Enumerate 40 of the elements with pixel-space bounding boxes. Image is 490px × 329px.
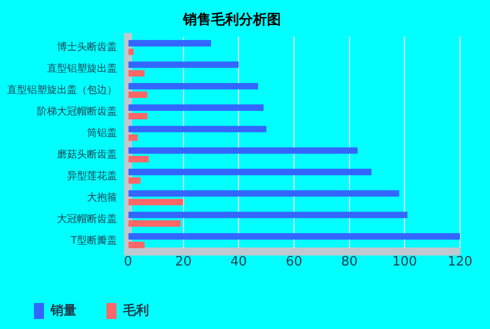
bar	[128, 156, 149, 162]
bar	[128, 168, 372, 176]
y-tick-label: 磨菇头断齿盖	[57, 148, 117, 160]
y-tick-label: T型断瓣盖	[70, 234, 117, 246]
x-tick-label: 60	[286, 254, 302, 270]
y-tick-label: 大抱箍	[87, 191, 117, 204]
bar	[128, 233, 460, 240]
bar	[128, 126, 266, 132]
bar	[128, 92, 148, 98]
bar	[128, 190, 400, 197]
bar	[128, 212, 408, 218]
x-tick-label: 20	[175, 254, 192, 270]
y-tick-label: 阶梯大冠帽断齿盖	[37, 106, 117, 118]
bar	[128, 220, 181, 227]
y-tick-label: 直型铝塑旋出盖（包边）	[7, 84, 117, 96]
bar	[128, 82, 258, 90]
x-tick-label: 100	[392, 254, 418, 270]
bar	[128, 134, 138, 141]
bar	[128, 104, 264, 111]
bar	[128, 198, 184, 206]
y-tick-label: 大冠帽断齿盖	[57, 212, 117, 225]
x-tick-label: 120	[448, 254, 472, 270]
x-tick-label: 40	[230, 254, 247, 270]
bar	[128, 112, 148, 120]
x-tick-label: 0	[124, 254, 132, 270]
bar	[128, 242, 145, 248]
bar	[128, 147, 358, 154]
y-tick-label: 筒铝盖	[87, 126, 117, 139]
bar	[128, 61, 239, 68]
legend-label: 销量	[50, 303, 76, 318]
x-tick-label: 80	[341, 254, 358, 270]
bar	[128, 40, 211, 46]
legend-label: 毛利	[122, 302, 149, 318]
y-tick-label: 异型莲花盖	[67, 170, 117, 182]
bar	[128, 48, 134, 56]
y-tick-label: 博士头断齿盖	[57, 41, 117, 54]
chart-title: 销售毛利分析图	[182, 11, 281, 28]
bar	[128, 70, 145, 76]
bar	[128, 177, 140, 184]
y-tick-label: 直型铝塑旋出盖	[47, 62, 117, 75]
